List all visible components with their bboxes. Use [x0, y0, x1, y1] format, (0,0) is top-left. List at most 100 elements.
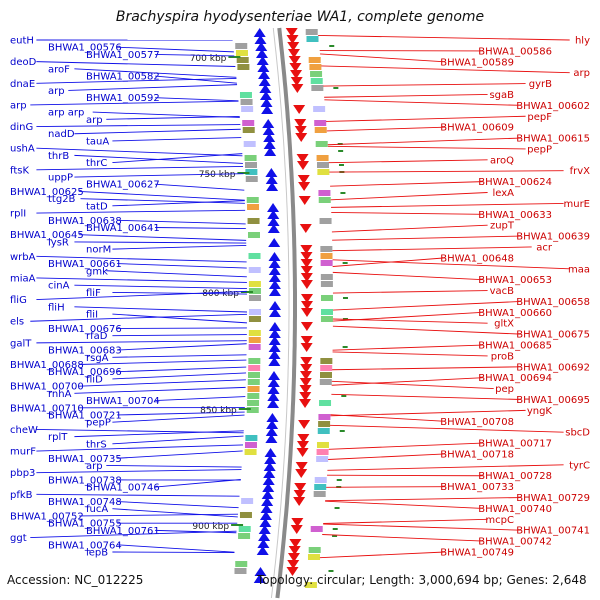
leader-line-forward: [79, 234, 247, 241]
tick-label: 850 kbp: [200, 406, 237, 416]
gene-label-reverse: mcpC: [485, 515, 514, 526]
forward-gene-arrow: [256, 56, 269, 65]
forward-gene-arrow: [263, 462, 276, 471]
forward-gene-arrow: [260, 98, 273, 107]
forward-gene-arrow: [262, 126, 275, 135]
forward-gene-arrow: [258, 525, 271, 534]
gene-label-forward: rplT: [48, 432, 68, 443]
leader-line-forward: [36, 255, 247, 263]
reverse-gene-arrow: [293, 490, 306, 499]
tick-label: 700 kbp: [190, 54, 227, 64]
reverse-feature-block: [320, 316, 333, 322]
reverse-gene-arrow: [301, 301, 313, 310]
gene-label-reverse: BHWA1_00749: [440, 548, 514, 559]
leader-line-forward: [117, 219, 246, 225]
forward-feature-block: [241, 498, 254, 504]
forward-feature-block: [237, 64, 250, 70]
reverse-gene-arrow: [286, 35, 299, 44]
gene-label-reverse: lexA: [492, 188, 514, 199]
gene-label-reverse: pep: [495, 384, 514, 395]
forward-gene-arrow: [268, 350, 281, 359]
leader-line-reverse: [326, 126, 445, 132]
gene-label-forward: fliI: [86, 310, 98, 321]
reverse-feature-block: [316, 162, 329, 168]
gene-label-reverse: BHWA1_00675: [516, 330, 590, 341]
gene-label-forward: BHWA1_00582: [86, 72, 160, 83]
leader-line-reverse: [330, 192, 488, 201]
gene-label-reverse: BHWA1_00692: [516, 362, 590, 373]
forward-gene-arrow: [264, 448, 277, 457]
forward-gene-arrow: [261, 497, 274, 506]
forward-feature-block: [245, 176, 258, 182]
forward-feature-block: [248, 330, 261, 336]
gene-label-reverse: acr: [536, 242, 553, 253]
gene-label-forward: BHWA1_00641: [86, 223, 160, 234]
gene-label-forward: BHWA1_00696: [48, 367, 122, 378]
gene-label-forward: BHWA1_00752: [10, 511, 84, 522]
leader-line-forward: [36, 290, 247, 301]
marker-dash: [329, 45, 335, 47]
reverse-gene-arrow: [298, 420, 311, 429]
reverse-feature-block: [320, 246, 333, 252]
reverse-gene-arrow: [285, 28, 298, 37]
reverse-gene-arrow: [295, 133, 308, 142]
forward-feature-block: [248, 288, 261, 294]
accession-text: Accession: NC_012225: [7, 573, 144, 587]
forward-gene-arrow: [265, 168, 278, 177]
gene-label-forward: deoD: [10, 57, 37, 68]
reverse-gene-arrow: [298, 182, 311, 191]
forward-feature-block: [238, 526, 251, 532]
forward-gene-arrow: [262, 119, 275, 128]
leader-line-forward: [112, 153, 243, 164]
forward-gene-arrow: [267, 385, 280, 394]
gene-label-forward: BHWA1_00746: [86, 483, 160, 494]
gene-label-reverse: BHWA1_00708: [440, 417, 514, 428]
leader-line-forward: [155, 396, 246, 402]
reverse-feature-block: [320, 253, 333, 259]
gene-label-forward: arp: [86, 461, 103, 472]
leader-line-forward: [112, 200, 245, 207]
leader-line-forward: [79, 379, 246, 387]
reverse-feature-block: [320, 274, 333, 280]
forward-gene-arrow: [267, 392, 280, 401]
reverse-feature-block: [319, 372, 332, 378]
gene-label-reverse: BHWA1_00589: [440, 57, 514, 68]
reverse-feature-block: [316, 442, 329, 448]
forward-gene-arrow: [258, 77, 271, 86]
leader-line-reverse: [331, 202, 564, 208]
reverse-gene-arrow: [294, 119, 307, 128]
leader-line-reverse: [332, 366, 521, 371]
leader-line-forward: [117, 501, 239, 509]
reverse-gene-arrow: [291, 518, 304, 527]
leader-line-reverse: [332, 344, 483, 351]
gene-label-forward: ggt: [10, 533, 27, 544]
reverse-gene-arrow: [289, 539, 302, 548]
leader-line-reverse: [323, 518, 488, 524]
leader-line-forward: [36, 340, 247, 344]
leader-line-reverse: [332, 235, 521, 241]
forward-feature-block: [243, 141, 256, 147]
forward-feature-block: [242, 127, 255, 133]
leader-line-reverse: [328, 159, 488, 164]
forward-feature-block: [244, 449, 257, 455]
tick-label: 750 kbp: [199, 170, 236, 180]
reverse-gene-arrow: [299, 371, 312, 380]
forward-gene-arrow: [259, 518, 272, 527]
leader-line-forward: [79, 359, 247, 365]
gene-label-forward: BHWA1_00704: [86, 396, 160, 407]
leader-line-forward: [112, 244, 247, 250]
leader-line-forward: [155, 97, 239, 102]
leader-line-forward: [112, 372, 247, 380]
forward-feature-block: [247, 400, 260, 406]
gene-label-reverse: BHWA1_00609: [440, 123, 514, 134]
gene-label-forward: BHWA1_00627: [86, 180, 160, 191]
forward-gene-arrow: [257, 63, 270, 72]
reverse-feature-block: [308, 57, 321, 63]
gene-label-forward: rplI: [10, 209, 26, 220]
reverse-gene-arrow: [300, 322, 313, 331]
gene-label-forward: els: [10, 317, 24, 328]
marker-dash: [338, 164, 344, 166]
leader-line-reverse: [332, 325, 521, 335]
gene-label-reverse: BHWA1_00648: [440, 253, 514, 264]
leader-line-forward: [30, 100, 239, 106]
